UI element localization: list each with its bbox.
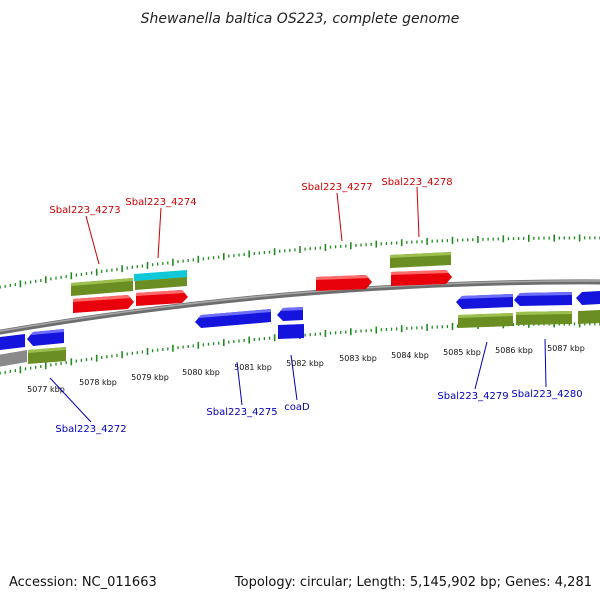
reverse-cds-arrow[interactable] <box>278 324 304 339</box>
gene-label-coad[interactable]: coaD <box>284 402 310 413</box>
kbp-label: 5077 kbp <box>27 385 65 394</box>
upper-tick-track <box>0 234 600 289</box>
map-title: Shewanella baltica OS223, complete genom… <box>141 11 460 27</box>
gene-block[interactable] <box>578 310 600 324</box>
kbp-label-group: 5077 kbp 5078 kbp 5079 kbp 5080 kbp 5081… <box>27 344 585 394</box>
gene-label-sbal223-4278[interactable]: Sbal223_4278 <box>381 177 452 188</box>
gene-label-sbal223-4273[interactable]: Sbal223_4273 <box>49 205 120 216</box>
reverse-cds-arrow[interactable] <box>0 334 25 350</box>
forward-cds-track <box>73 270 452 313</box>
kbp-label: 5084 kbp <box>391 351 429 360</box>
gene-label-sbal223-4280[interactable]: Sbal223_4280 <box>511 389 582 400</box>
leader-lines <box>49 186 547 423</box>
backbone-fragment <box>0 350 27 367</box>
reverse-cds-arrow[interactable] <box>576 291 600 305</box>
kbp-label: 5081 kbp <box>234 363 272 372</box>
kbp-label: 5082 kbp <box>286 359 324 368</box>
gene-label-sbal223-4277[interactable]: Sbal223_4277 <box>301 182 372 193</box>
kbp-label: 5079 kbp <box>131 373 169 382</box>
kbp-label: 5080 kbp <box>182 368 220 377</box>
gene-label-sbal223-4279[interactable]: Sbal223_4279 <box>437 391 508 402</box>
gene-label-sbal223-4272[interactable]: Sbal223_4272 <box>55 424 126 435</box>
kbp-label: 5085 kbp <box>443 348 481 357</box>
gene-label-sbal223-4274[interactable]: Sbal223_4274 <box>125 197 196 208</box>
reverse-cds-track <box>0 291 600 350</box>
lower-gene-track <box>28 310 600 364</box>
upper-gene-track <box>71 252 451 296</box>
kbp-label: 5087 kbp <box>547 344 585 353</box>
gene-label-sbal223-4275[interactable]: Sbal223_4275 <box>206 407 277 418</box>
bottom-gene-labels: Sbal223_4272 Sbal223_4275 coaD Sbal223_4… <box>55 389 582 435</box>
genome-backbone <box>0 279 600 335</box>
rna-feature[interactable] <box>134 270 187 281</box>
reverse-cds-arrow[interactable] <box>195 309 271 328</box>
kbp-label: 5078 kbp <box>79 378 117 387</box>
accession-text: Accession: NC_011663 <box>9 575 157 590</box>
kbp-label: 5083 kbp <box>339 354 377 363</box>
topology-text: Topology: circular; Length: 5,145,902 bp… <box>234 575 592 590</box>
top-gene-labels: Sbal223_4273 Sbal223_4274 Sbal223_4277 S… <box>49 177 452 216</box>
kbp-label: 5086 kbp <box>495 346 533 355</box>
